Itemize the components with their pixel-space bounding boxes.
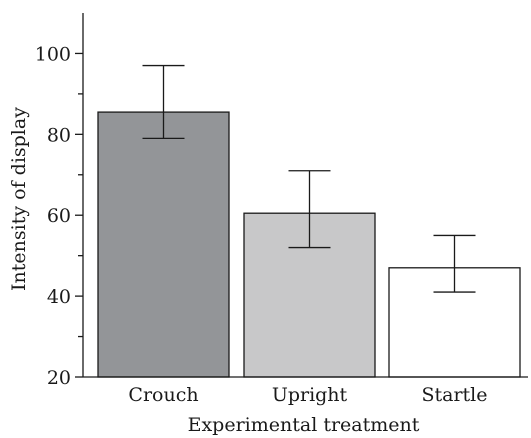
x-tick-label-upright: Upright xyxy=(272,384,348,406)
x-tick-label-crouch: Crouch xyxy=(128,384,198,406)
y-tick-label: 80 xyxy=(47,124,71,146)
error-bar-startle xyxy=(433,234,476,293)
x-tick-labels-group: Crouch Upright Startle xyxy=(128,384,487,406)
y-tick-label: 20 xyxy=(47,367,71,389)
error-bar-upright xyxy=(288,170,331,249)
error-bar-crouch xyxy=(142,64,185,140)
y-tick-label: 40 xyxy=(47,286,71,308)
axes-group: 20 40 60 80 100 Crouch Upright Startle xyxy=(35,13,528,406)
x-axis-title: Experimental treatment xyxy=(188,414,420,436)
y-ticks-group xyxy=(75,52,83,378)
bar-crouch xyxy=(97,111,230,378)
x-tick-label-startle: Startle xyxy=(421,384,487,406)
y-tick-label: 60 xyxy=(47,205,71,227)
y-axis-title: Intensity of display xyxy=(8,107,30,291)
y-tick-label: 100 xyxy=(35,43,71,65)
y-tick-labels-group: 20 40 60 80 100 xyxy=(35,43,71,389)
error-bars-group xyxy=(142,64,476,293)
